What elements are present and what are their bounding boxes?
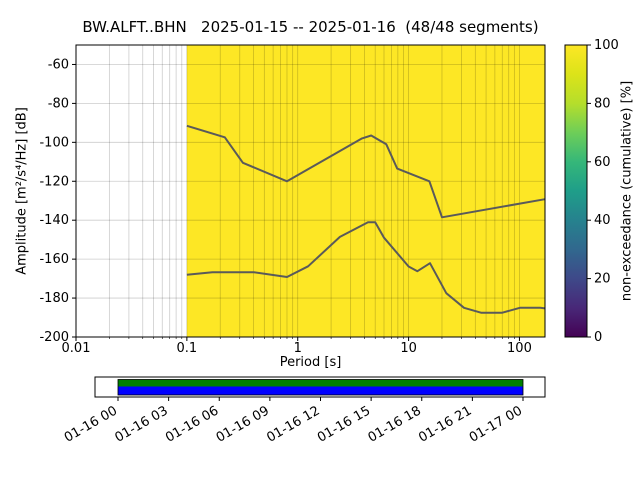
timeline-used-bar [118, 379, 523, 387]
timeline-tick-label: 01-16 12 [264, 403, 322, 445]
colorbar-tick-label: 40 [594, 213, 611, 228]
timeline-bar-outline [117, 379, 524, 396]
x-tick-label: 1 [294, 341, 302, 356]
x-tick-label: 0.01 [62, 341, 91, 356]
timeline-tick-label: 01-16 15 [315, 403, 373, 445]
timeline-tick-label: 01-16 21 [416, 403, 474, 445]
y-tick-label: -160 [39, 252, 69, 267]
timeline-tick-label: 01-16 09 [214, 403, 272, 445]
colorbar-tick-label: 0 [594, 330, 602, 345]
plot-title: BW.ALFT..BHN 2025-01-15 -- 2025-01-16 (4… [82, 18, 539, 36]
timeline-tick-label: 01-16 18 [366, 403, 424, 445]
colorbar [564, 44, 588, 338]
y-tick-label: -140 [39, 213, 69, 228]
timeline-tick-label: 01-16 06 [163, 403, 221, 445]
x-tick-label: 0.1 [177, 341, 198, 356]
colorbar-tick-label: 20 [594, 272, 611, 287]
x-tick-label: 100 [507, 341, 532, 356]
noise-model-curve-nhnm [186, 124, 546, 219]
x-tick-label: 10 [400, 341, 417, 356]
y-tick-label: -120 [39, 174, 69, 189]
timeline-tick-label: 01-16 00 [62, 403, 120, 445]
noise-model-curve-nlnm [186, 221, 546, 314]
y-tick-label: -180 [39, 291, 69, 306]
timeline-tick-label: 01-16 03 [113, 403, 171, 445]
colorbar-tick-label: 60 [594, 155, 611, 170]
colorbar-tick-label: 80 [594, 96, 611, 111]
timeline-tick-label: 01-17 00 [467, 403, 525, 445]
timeline-data-bar [118, 386, 523, 395]
ppsd-histogram-area [186, 45, 545, 337]
y-tick-label: -80 [48, 96, 69, 111]
colorbar-tick-label: 100 [594, 38, 619, 53]
y-tick-label: -200 [39, 330, 69, 345]
y-tick-label: -100 [39, 135, 69, 150]
axes-border [75, 44, 546, 338]
x-axis-label: Period [s] [279, 355, 342, 370]
y-tick-label: -60 [48, 57, 69, 72]
